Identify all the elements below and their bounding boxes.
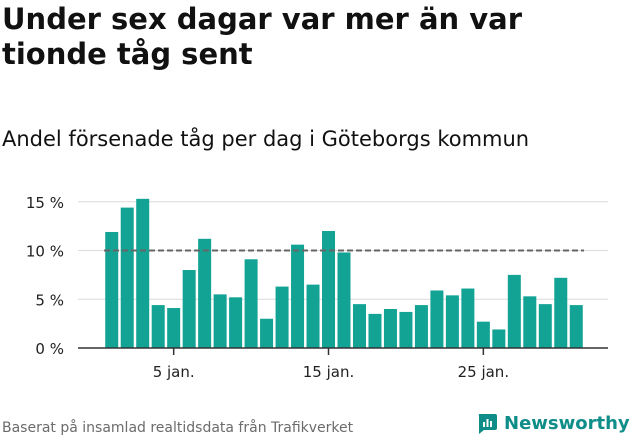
axes: 0 % 5 % 10 % 15 % 5 jan. 15 jan. 25 jan. [26,194,608,381]
bar [167,308,181,348]
bar [198,238,212,348]
bar [430,290,444,348]
bar [414,305,428,348]
x-tick-label: 25 jan. [458,363,510,381]
bar [352,304,366,348]
bar [260,318,274,348]
bar [554,277,568,348]
bar [291,244,305,348]
bar [244,259,258,348]
bar [151,305,165,348]
bar [306,284,320,348]
bar [136,198,150,348]
bar [523,296,537,348]
y-tick-label: 5 % [35,291,64,309]
bar [213,294,227,348]
bar [492,329,506,348]
bar [105,231,119,348]
bar [538,304,552,348]
bar [383,309,397,348]
bar [445,295,459,348]
bars [105,198,583,348]
bar-chart: 0 % 5 % 10 % 15 % 5 jan. 15 jan. 25 jan. [26,194,608,381]
x-tick-label: 5 jan. [153,363,195,381]
y-tick-label: 0 % [35,340,64,358]
bar [476,321,490,348]
bar [182,270,196,348]
bar [368,313,382,348]
bar [275,286,289,348]
y-tick-label: 10 % [26,243,64,261]
bar [120,207,134,348]
bar [337,252,351,348]
bar [322,231,336,348]
brand-logo: Newsworthy [476,410,630,436]
chart-subtitle: Andel försenade tåg per dag i Göteborgs … [2,127,530,151]
bar [507,274,521,348]
bar [461,288,475,348]
bar [229,297,243,348]
bar [569,305,583,348]
bar [399,311,413,348]
chart-title: Under sex dagar var mer än var tionde tå… [2,2,523,71]
source-note: Baserat på insamlad realtidsdata från Tr… [2,420,354,436]
y-tick-label: 15 % [26,194,64,212]
x-tick-label: 15 jan. [303,363,355,381]
newsworthy-logo-icon [478,414,497,434]
brand-name: Newsworthy [504,412,630,434]
